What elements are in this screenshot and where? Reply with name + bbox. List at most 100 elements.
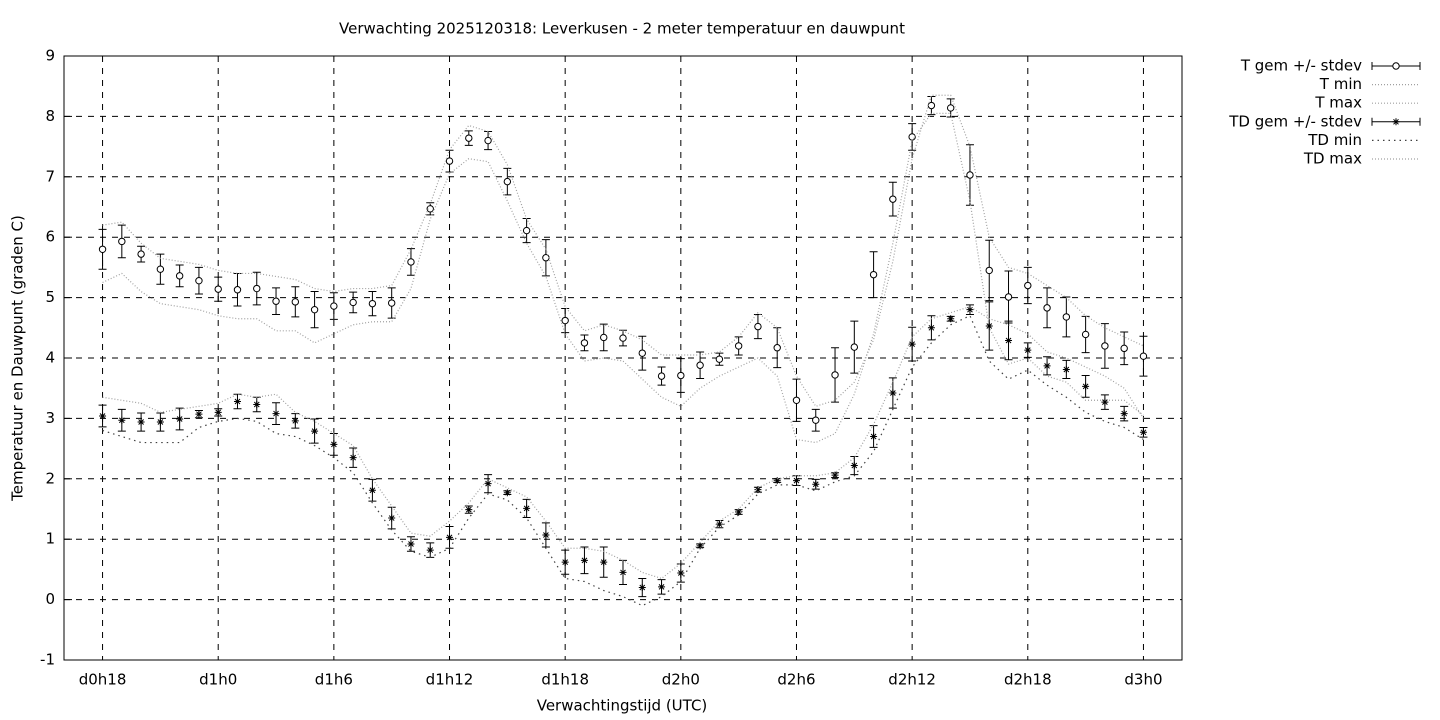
point-marker [658,583,666,591]
point-marker [889,195,897,203]
point-marker [927,101,936,110]
point-marker [792,477,800,485]
point-marker [735,508,743,516]
point-marker [870,433,878,441]
point-marker [946,104,955,112]
point-marker [754,486,762,494]
point-marker [272,410,280,418]
y-tick-label: 5 [45,288,55,306]
point-marker [542,531,550,539]
point-marker [156,418,164,426]
point-marker [850,462,858,470]
point-marker [580,556,588,564]
y-tick-label: 1 [45,530,55,548]
legend-label: T max [1314,94,1362,112]
point-marker [812,416,820,424]
point-marker [1139,352,1148,360]
y-tick-label: 2 [45,469,55,487]
point-marker [812,480,820,488]
chart-title: Verwachting 2025120318: Leverkusen - 2 m… [339,20,905,38]
point-marker [966,306,974,314]
point-marker [465,134,473,142]
point-marker [1139,428,1147,436]
point-marker [175,272,184,280]
point-marker [1101,398,1109,406]
point-marker [677,371,685,380]
point-marker [677,569,685,577]
point-marker [985,322,993,330]
point-marker [831,471,839,479]
point-marker [445,157,454,165]
point-marker [311,427,319,435]
x-tick-label: d3h0 [1124,671,1162,689]
x-tick-label: d1h6 [315,671,353,689]
legend-label: TD gem +/- stdev [1228,112,1362,130]
point-marker [118,237,126,246]
point-marker [214,408,222,416]
point-marker [619,334,627,342]
point-marker [522,226,531,235]
point-marker [407,540,415,548]
point-marker [349,298,357,307]
x-tick-label: d2h0 [662,671,700,689]
point-marker [368,299,377,308]
point-marker [773,344,781,352]
legend-label: TD min [1307,131,1362,149]
point-marker [1043,304,1051,312]
point-marker [156,265,165,273]
y-tick-label: 9 [45,47,55,65]
point-marker [908,340,916,348]
point-marker [137,250,145,258]
point-marker [233,286,242,294]
x-axis-label: Verwachtingstijd (UTC) [537,697,708,715]
y-tick-label: 8 [45,107,55,125]
legend-marker [1392,118,1400,126]
point-marker [1101,342,1109,350]
legend-label: T gem +/- stdev [1240,57,1362,75]
point-marker [927,324,935,332]
point-marker [484,136,492,145]
y-tick-label: 3 [45,409,55,427]
legend-label: T min [1319,75,1362,93]
point-marker [696,542,704,550]
point-marker [966,171,974,179]
point-marker [310,305,319,314]
line [102,306,1144,580]
x-tick-label: d1h0 [199,671,237,689]
point-marker [503,177,512,186]
x-tick-label: d1h12 [426,671,474,689]
point-marker [368,486,376,494]
point-marker [291,417,299,425]
point-marker [715,355,724,363]
point-marker [1062,365,1070,373]
point-marker [330,440,338,448]
point-marker [253,284,261,293]
point-marker [908,133,916,141]
point-marker [1120,344,1128,353]
y-tick-label: 6 [45,228,55,246]
point-marker [137,418,145,426]
point-marker [214,285,222,293]
point-marker [985,266,993,275]
point-marker [792,396,801,404]
point-marker [98,245,107,253]
point-marker [465,506,473,514]
y-tick-label: 7 [45,167,55,185]
point-marker [291,298,300,306]
point-marker [869,270,878,279]
line [102,112,1144,444]
point-marker [947,315,955,323]
point-marker [503,489,511,497]
point-marker [600,558,608,566]
plot-frame [63,55,1183,661]
y-tick-label: -1 [40,651,55,669]
point-marker [426,205,434,213]
point-marker [1120,410,1128,418]
point-marker [446,533,454,541]
y-tick-label: 4 [45,349,55,367]
point-marker [407,258,415,266]
point-marker [484,480,492,488]
point-marker [561,558,569,566]
point-marker [272,297,280,305]
